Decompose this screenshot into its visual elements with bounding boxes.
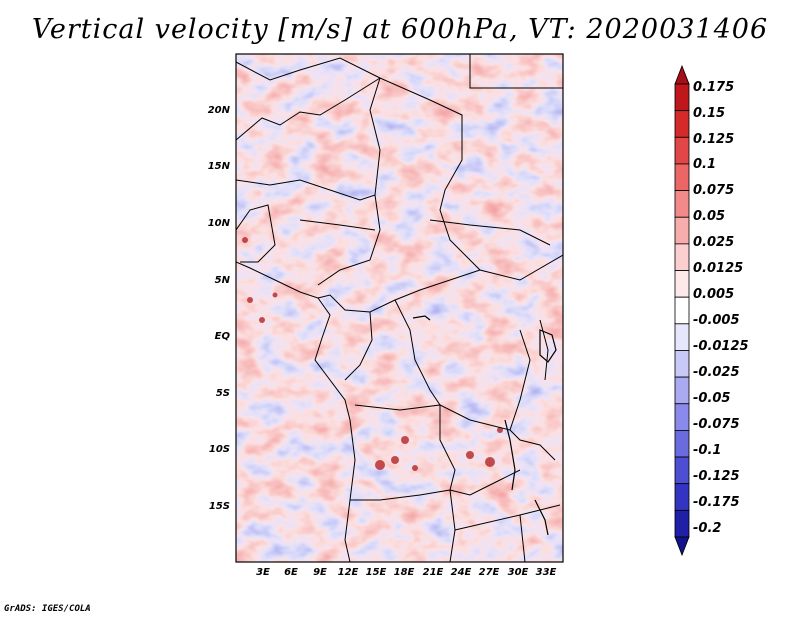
colorbar-swatch — [674, 536, 690, 557]
colorbar — [674, 64, 690, 557]
colorbar-label: -0.0125 — [693, 339, 749, 354]
colorbar-label: 0.175 — [693, 80, 735, 95]
colorbar-label: 0.125 — [693, 132, 735, 147]
colorbar-label: -0.025 — [693, 365, 740, 380]
lon-label: 18E — [393, 567, 415, 578]
lon-label: 3E — [256, 567, 270, 578]
lon-label: 24E — [450, 567, 472, 578]
colorbar-label: -0.05 — [693, 391, 731, 406]
lon-label: 27E — [478, 567, 500, 578]
colorbar-swatch — [674, 430, 690, 458]
colorbar-label: 0.0125 — [693, 261, 744, 276]
colorbar-swatch — [674, 323, 690, 351]
colorbar-swatch — [674, 190, 690, 218]
lat-label: 5S — [215, 388, 230, 399]
colorbar-swatch — [674, 110, 690, 138]
colorbar-label: -0.1 — [693, 443, 722, 458]
colorbar-swatch — [674, 509, 690, 538]
colorbar-swatch — [674, 216, 690, 245]
colorbar-label: 0.1 — [693, 157, 717, 172]
lon-label: 15E — [365, 567, 387, 578]
colorbar-swatch — [674, 350, 690, 378]
lat-label: 10N — [207, 218, 230, 229]
colorbar-swatch — [674, 136, 690, 165]
lon-label: 9E — [313, 567, 327, 578]
lon-label: 30E — [507, 567, 529, 578]
colorbar-label: -0.005 — [693, 313, 740, 328]
lon-label: 12E — [337, 567, 359, 578]
colorbar-swatch — [674, 64, 690, 85]
lon-label: 33E — [535, 567, 557, 578]
colorbar-label: -0.2 — [693, 521, 722, 536]
colorbar-swatch — [674, 163, 690, 191]
map-title: Vertical velocity [m/s] at 600hPa, VT: 2… — [31, 14, 769, 45]
colorbar-label: -0.175 — [693, 495, 740, 510]
colorbar-label: 0.05 — [693, 209, 726, 224]
lon-label: 6E — [284, 567, 298, 578]
colorbar-label: 0.005 — [693, 287, 735, 302]
colorbar-swatch — [674, 83, 690, 112]
lat-label: 10S — [208, 444, 230, 455]
velocity-field — [236, 54, 563, 562]
colorbar-label: 0.15 — [693, 106, 726, 121]
grads-credit: GrADS: IGES/COLA — [4, 604, 91, 614]
map-frame — [235, 53, 564, 563]
colorbar-swatch — [674, 456, 690, 485]
colorbar-swatch — [674, 403, 690, 431]
colorbar-label: 0.075 — [693, 183, 735, 198]
lat-label: 20N — [207, 105, 230, 116]
colorbar-label: -0.125 — [693, 469, 740, 484]
lon-label: 21E — [422, 567, 444, 578]
lat-label: 15N — [207, 161, 230, 172]
colorbar-swatch — [674, 296, 690, 325]
colorbar-swatch — [674, 243, 690, 271]
lat-label: EQ — [214, 331, 230, 342]
colorbar-swatch — [674, 270, 690, 298]
lat-label: 5N — [214, 275, 230, 286]
colorbar-label: -0.075 — [693, 417, 740, 432]
colorbar-swatch — [674, 376, 690, 405]
colorbar-swatch — [674, 483, 690, 511]
colorbar-label: 0.025 — [693, 235, 735, 250]
lat-label: 15S — [208, 501, 230, 512]
